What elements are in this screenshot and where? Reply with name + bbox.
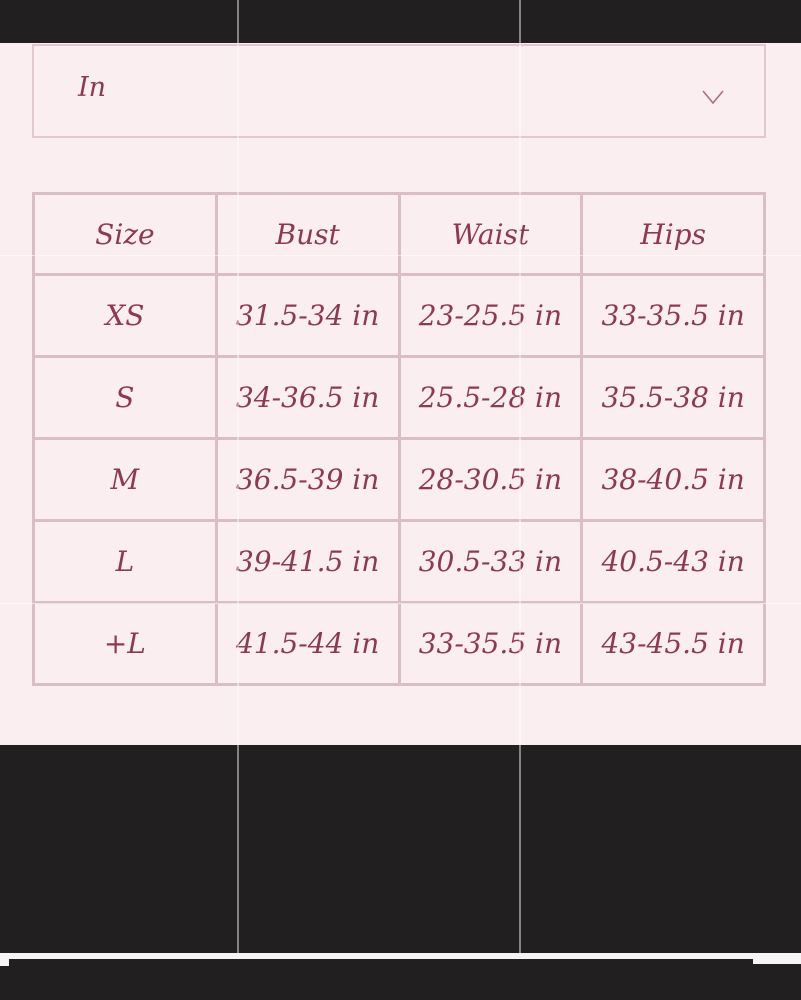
- footer-notch-left: [0, 959, 9, 966]
- size-chart-column-header: Hips: [580, 192, 766, 276]
- size-chart-cell-size: XS: [32, 273, 218, 358]
- size-chart-cell-waist: 28-30.5 in: [397, 437, 584, 522]
- size-chart-cell-hips: 35.5-38 in: [580, 355, 766, 440]
- size-chart-cell-size: +L: [32, 601, 218, 686]
- chevron-down-icon: [702, 90, 724, 104]
- size-chart-cell-waist: 30.5-33 in: [397, 519, 584, 604]
- grid-overlay-vline-1: [237, 0, 239, 953]
- size-chart-cell-hips: 33-35.5 in: [580, 273, 766, 358]
- size-chart-cell-hips: 38-40.5 in: [580, 437, 766, 522]
- size-chart-row: S 34-36.5 in 25.5-28 in 35.5-38 in: [32, 355, 766, 440]
- unit-dropdown[interactable]: In: [32, 44, 766, 138]
- size-chart-cell-waist: 23-25.5 in: [397, 273, 584, 358]
- size-chart-table: Size Bust Waist Hips XS 31.5-34 in 23-25.5 in…: [32, 192, 766, 686]
- size-chart-cell-hips: 43-45.5 in: [580, 601, 766, 686]
- size-chart-row: +L 41.5-44 in 33-35.5 in 43-45.5 in: [32, 601, 766, 686]
- size-chart-cell-waist: 33-35.5 in: [397, 601, 584, 686]
- size-chart-body: XS 31.5-34 in 23-25.5 in 33-35.5 in S 34-36.5…: [32, 273, 766, 686]
- size-chart-cell-hips: 40.5-43 in: [580, 519, 766, 604]
- size-chart-cell-size: L: [32, 519, 218, 604]
- footer-step-right: [753, 953, 801, 964]
- size-chart-cell-bust: 34-36.5 in: [214, 355, 401, 440]
- size-chart-column-header: Waist: [397, 192, 584, 276]
- size-chart-row: L 39-41.5 in 30.5-33 in 40.5-43 in: [32, 519, 766, 604]
- size-chart-header-row: Size Bust Waist Hips: [32, 192, 766, 276]
- size-chart-cell-size: M: [32, 437, 218, 522]
- top-dark-section: [0, 0, 801, 43]
- page-background-stripe: [0, 953, 801, 959]
- size-chart-cell-bust: 41.5-44 in: [214, 601, 401, 686]
- size-chart-cell-waist: 25.5-28 in: [397, 355, 584, 440]
- grid-overlay-hline-2: [0, 603, 801, 604]
- unit-dropdown-value: In: [78, 71, 107, 103]
- size-chart-cell-size: S: [32, 355, 218, 440]
- bottom-dark-section: [0, 745, 801, 953]
- footer-dark-bar: [0, 959, 801, 1000]
- size-chart-row: M 36.5-39 in 28-30.5 in 38-40.5 in: [32, 437, 766, 522]
- size-chart-cell-bust: 36.5-39 in: [214, 437, 401, 522]
- size-chart-column-header: Size: [32, 192, 218, 276]
- grid-overlay-vline-2: [519, 0, 521, 953]
- grid-overlay-hline-1: [0, 255, 801, 256]
- size-chart-header: Size Bust Waist Hips: [32, 192, 766, 276]
- size-chart-cell-bust: 31.5-34 in: [214, 273, 401, 358]
- size-chart-column-header: Bust: [214, 192, 401, 276]
- size-chart-row: XS 31.5-34 in 23-25.5 in 33-35.5 in: [32, 273, 766, 358]
- size-chart-cell-bust: 39-41.5 in: [214, 519, 401, 604]
